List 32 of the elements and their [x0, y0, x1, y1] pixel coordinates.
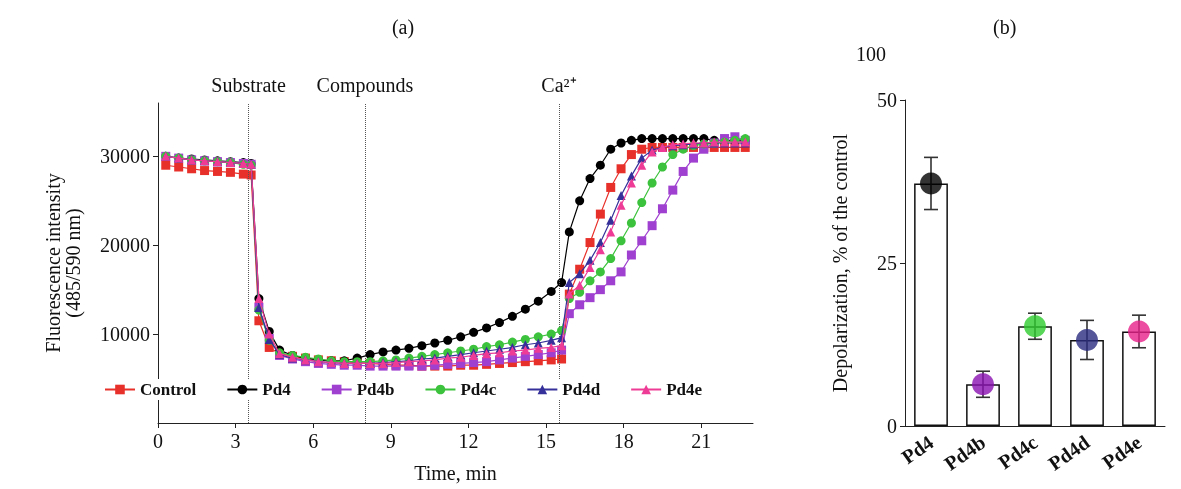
x-tick-label: Pd4e	[1098, 430, 1146, 474]
y-tick-label: 50	[877, 89, 897, 111]
y-tick-label: 30000	[100, 145, 150, 168]
y-tick-label: 10000	[100, 323, 150, 346]
x-tick-label: 15	[536, 430, 557, 452]
x-tick-label: 21	[691, 430, 712, 452]
y-tick-label: 25	[877, 252, 897, 274]
x-tick-label: Pd4c	[994, 430, 1042, 474]
y-axis-title: Fluorescence intensity (485/590 nm)	[42, 173, 85, 353]
x-tick-label: 3	[230, 430, 241, 452]
y-tick-label: 20000	[100, 234, 150, 257]
legend-label: Pd4c	[460, 380, 497, 399]
text: 100	[856, 43, 886, 65]
x-tick-label: Pd4b	[940, 430, 990, 475]
chart-title: (b)	[993, 16, 1017, 39]
x-tick-label: 18	[613, 430, 634, 452]
x-tick-label: 12	[458, 430, 479, 452]
y-tick-label: 0	[887, 415, 897, 437]
y-axis-title: Depolarization, % of the control	[829, 133, 852, 393]
legend-label: Control	[139, 380, 197, 399]
x-tick-label: 6	[308, 430, 319, 452]
ref-line-label: Ca²⁺	[541, 74, 577, 96]
x-axis-title: Time, min	[414, 462, 497, 484]
ref-line-label: Substrate	[211, 74, 286, 96]
x-tick-label: Pd4	[897, 430, 938, 469]
chart-title: (a)	[391, 16, 415, 39]
legend-label: Pd4	[262, 380, 292, 399]
legend-label: Pd4d	[562, 380, 601, 399]
x-tick-label: 9	[385, 430, 396, 452]
legend-label: Pd4b	[356, 380, 395, 399]
legend-label: Pd4e	[666, 380, 703, 399]
ref-line-label: Compounds	[316, 74, 414, 97]
